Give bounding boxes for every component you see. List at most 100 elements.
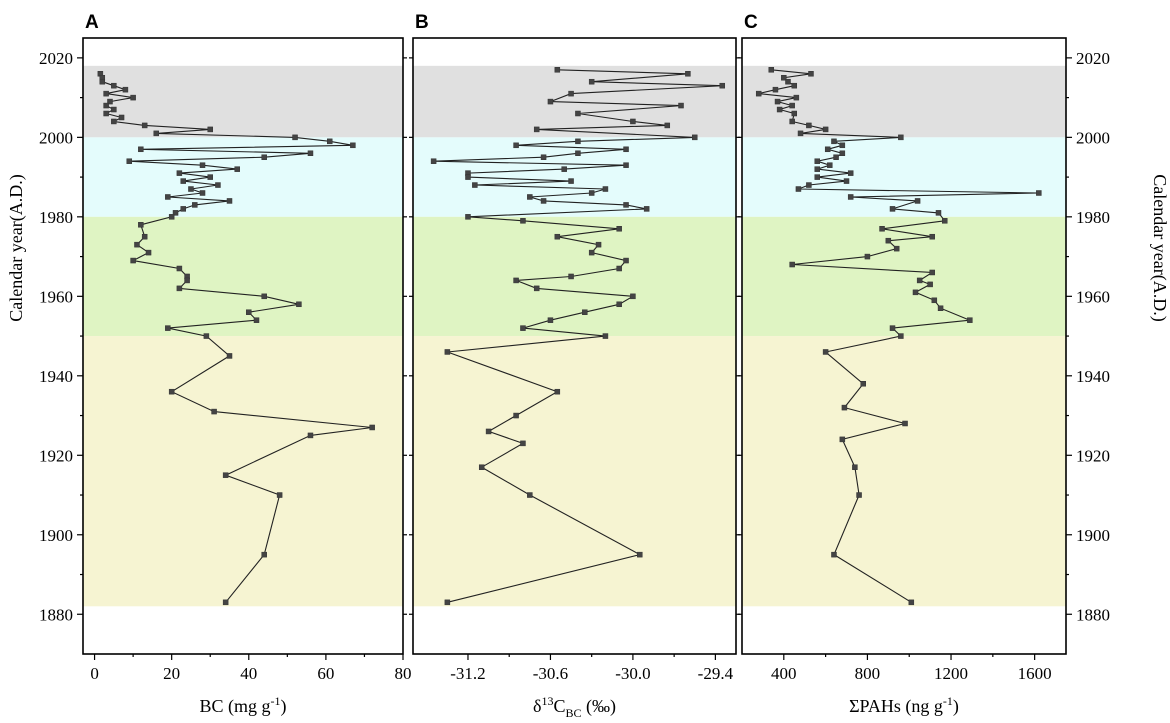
data-point (595, 241, 602, 248)
data-point (929, 233, 935, 240)
data-point (931, 297, 938, 304)
panel-frame (741, 37, 1067, 655)
y-tick-label-right: 1960 (1076, 287, 1110, 306)
data-point (824, 146, 831, 153)
data-point (791, 82, 798, 89)
data-point (165, 325, 171, 331)
data-point (172, 210, 179, 216)
band-early (83, 336, 403, 607)
band-early (413, 336, 736, 607)
panel-a: A 0 20 40 60 80 1880 1900 1920 1940 1960 1980 2000 20… (39, 12, 412, 717)
data-point (153, 130, 160, 137)
data-point (141, 122, 148, 129)
data-point (806, 182, 812, 188)
data-point (568, 178, 574, 184)
data-point (168, 214, 175, 220)
data-point (207, 126, 213, 133)
data-point (902, 420, 908, 427)
data-point (616, 301, 622, 308)
data-point (785, 78, 791, 85)
data-point (226, 353, 233, 359)
x-axis-title-part: 13 (541, 694, 553, 708)
data-point (176, 170, 183, 176)
data-point (616, 226, 622, 232)
data-point (261, 293, 267, 300)
data-point (478, 464, 485, 470)
data-point (107, 98, 113, 105)
y-tick-label-right: 1980 (1076, 208, 1110, 227)
panel-frame (82, 37, 404, 655)
series-line (433, 69, 723, 603)
data-point (822, 349, 829, 355)
data-point (822, 126, 829, 133)
data-point (184, 277, 190, 284)
data-point (134, 241, 140, 248)
data-point (889, 325, 896, 331)
y-tick-label-right: 1940 (1076, 367, 1110, 386)
x-tick-label: -31.2 (450, 664, 485, 683)
data-point (929, 269, 935, 276)
data-point (889, 206, 896, 212)
x-axis-title-part: BC (565, 706, 581, 720)
data-point (145, 249, 152, 256)
x-tick-label: -30.0 (615, 664, 650, 683)
data-point (207, 174, 213, 180)
data-point (856, 492, 862, 498)
data-point (814, 158, 821, 164)
data-point (444, 349, 451, 355)
x-axis-title: ΣPAHs (ng g-1) (849, 694, 959, 717)
x-axis-title-part: ) (281, 696, 287, 717)
data-point (774, 98, 781, 105)
data-point (768, 67, 775, 73)
data-point (326, 138, 333, 145)
data-point (176, 285, 183, 292)
y-tick-label-right: 2000 (1076, 128, 1110, 147)
data-point (847, 194, 854, 200)
x-tick-label: 60 (317, 664, 334, 683)
data-point (554, 67, 561, 73)
data-point (916, 277, 923, 284)
data-point (561, 166, 567, 172)
data-point (513, 142, 519, 149)
data-point (831, 551, 837, 558)
panel-c: C 400 800 1200 1600 1880 1900 1920 1940 1960 1980 2… (738, 12, 1110, 717)
x-axis-title-part: δ (533, 696, 541, 716)
x-tick-label: 20 (163, 664, 180, 683)
data-point (1036, 190, 1042, 196)
band-recent (413, 65, 736, 138)
y-tick-label-left: 1880 (39, 605, 73, 624)
data-point (118, 114, 125, 121)
data-point (547, 317, 554, 323)
data-point (893, 245, 900, 252)
data-point (533, 285, 540, 292)
data-point (776, 106, 783, 113)
data-point (827, 162, 833, 168)
data-point (841, 404, 848, 411)
data-point (261, 154, 267, 160)
y-tick-label-left: 1960 (39, 287, 73, 306)
data-point (533, 126, 540, 133)
data-point (111, 106, 117, 113)
data-point (575, 150, 581, 157)
data-point (215, 182, 221, 188)
y-tick-label-left: 1920 (39, 446, 73, 465)
y-tick-label-right: 2020 (1076, 49, 1110, 68)
data-point (99, 78, 106, 85)
data-point (847, 170, 854, 176)
data-point (772, 86, 779, 93)
data-point (465, 214, 471, 220)
band-1980-2000 (83, 137, 403, 217)
y-axis-title-right: Calendar year(A.D.) (1149, 174, 1170, 321)
data-point (485, 428, 492, 435)
data-point (814, 166, 821, 172)
data-point (602, 186, 609, 192)
data-point (513, 277, 519, 284)
data-point (540, 198, 547, 204)
y-tick-label-right: 1880 (1076, 605, 1110, 624)
data-point (350, 142, 356, 149)
data-point (292, 134, 298, 141)
data-point (755, 90, 762, 97)
x-axis-title-part: BC (mg g (199, 696, 270, 717)
data-point (885, 237, 892, 244)
data-point (369, 424, 375, 431)
